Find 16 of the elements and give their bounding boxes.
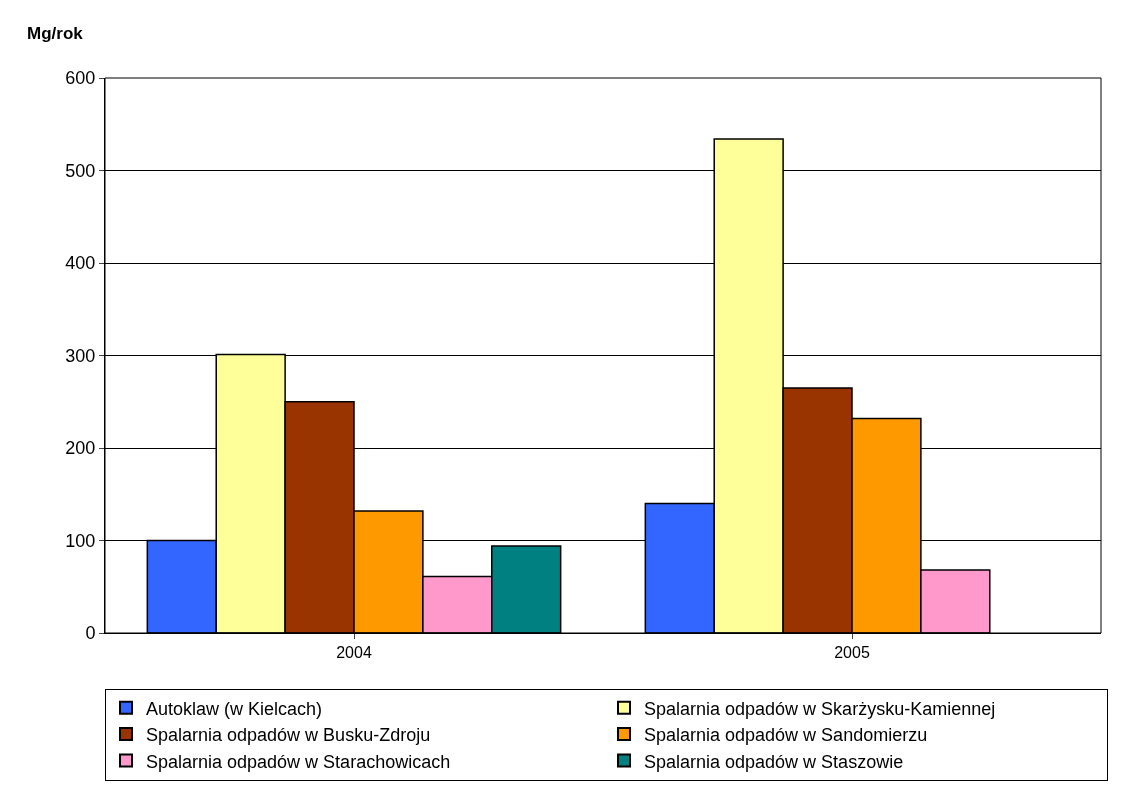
y-tick-label: 600 (65, 68, 96, 89)
y-tick-label: 100 (65, 530, 96, 551)
y-tick-label: 500 (65, 160, 96, 181)
legend-label: Autoklaw (w Kielcach) (146, 698, 323, 719)
y-axis-title: Mg/rok (27, 24, 84, 43)
y-tick-label: 200 (65, 438, 96, 459)
legend-label: Spalarnia odpadów w Staszowie (644, 751, 904, 772)
x-tick-label: 2005 (834, 644, 870, 662)
y-tick-label: 300 (65, 345, 96, 366)
y-tick-label: 400 (65, 253, 96, 274)
y-tick-label: 0 (85, 623, 96, 644)
legend-label: Spalarnia odpadów w Skarżysku-Kamiennej (644, 698, 996, 719)
legend-label: Spalarnia odpadów w Starachowicach (146, 751, 451, 772)
legend-label: Spalarnia odpadów w Sandomierzu (644, 725, 928, 746)
legend-label: Spalarnia odpadów w Busku-Zdroju (146, 725, 431, 746)
x-tick-label: 2004 (336, 644, 372, 662)
